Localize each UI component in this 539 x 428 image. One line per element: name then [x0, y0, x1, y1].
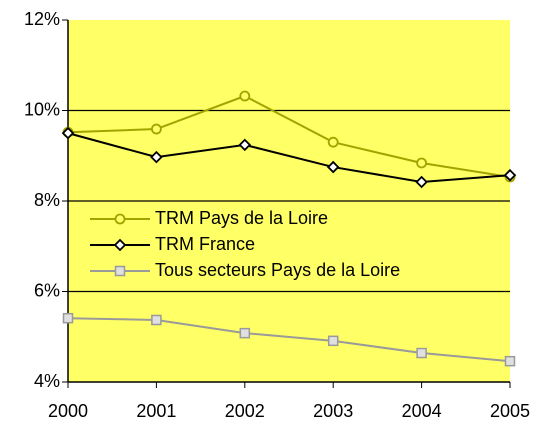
- marker: [239, 327, 251, 339]
- x-tick-label: 2002: [225, 401, 265, 421]
- y-tick-label: 4%: [34, 371, 60, 391]
- marker: [416, 347, 427, 359]
- legend-label: TRM Pays de la Loire: [155, 208, 328, 228]
- x-tick-label: 2005: [490, 401, 530, 421]
- marker: [327, 335, 339, 347]
- marker: [151, 314, 162, 326]
- marker: [62, 312, 74, 324]
- marker: [326, 160, 340, 174]
- x-tick-label: 2001: [136, 401, 176, 421]
- marker: [327, 136, 339, 148]
- x-tick-label: 2004: [402, 401, 442, 421]
- marker: [238, 138, 252, 152]
- marker: [114, 265, 126, 277]
- y-tick-label: 12%: [24, 9, 60, 29]
- series-line: [67, 132, 511, 184]
- marker: [61, 126, 75, 140]
- series-line: [67, 317, 511, 363]
- y-tick-label: 8%: [34, 190, 60, 210]
- x-tick-label: 2003: [313, 401, 353, 421]
- marker: [416, 157, 428, 169]
- marker: [239, 90, 251, 102]
- marker: [150, 150, 163, 164]
- marker: [415, 175, 428, 189]
- legend-label: TRM France: [155, 234, 255, 254]
- series-line: [67, 94, 511, 179]
- marker: [113, 238, 127, 252]
- marker: [503, 168, 517, 182]
- marker: [150, 123, 162, 135]
- y-tick-label: 6%: [34, 280, 60, 300]
- x-tick-label: 2000: [48, 401, 88, 421]
- y-tick-label: 10%: [24, 99, 60, 119]
- marker: [504, 355, 516, 367]
- legend-label: Tous secteurs Pays de la Loire: [155, 260, 400, 280]
- marker: [114, 213, 126, 225]
